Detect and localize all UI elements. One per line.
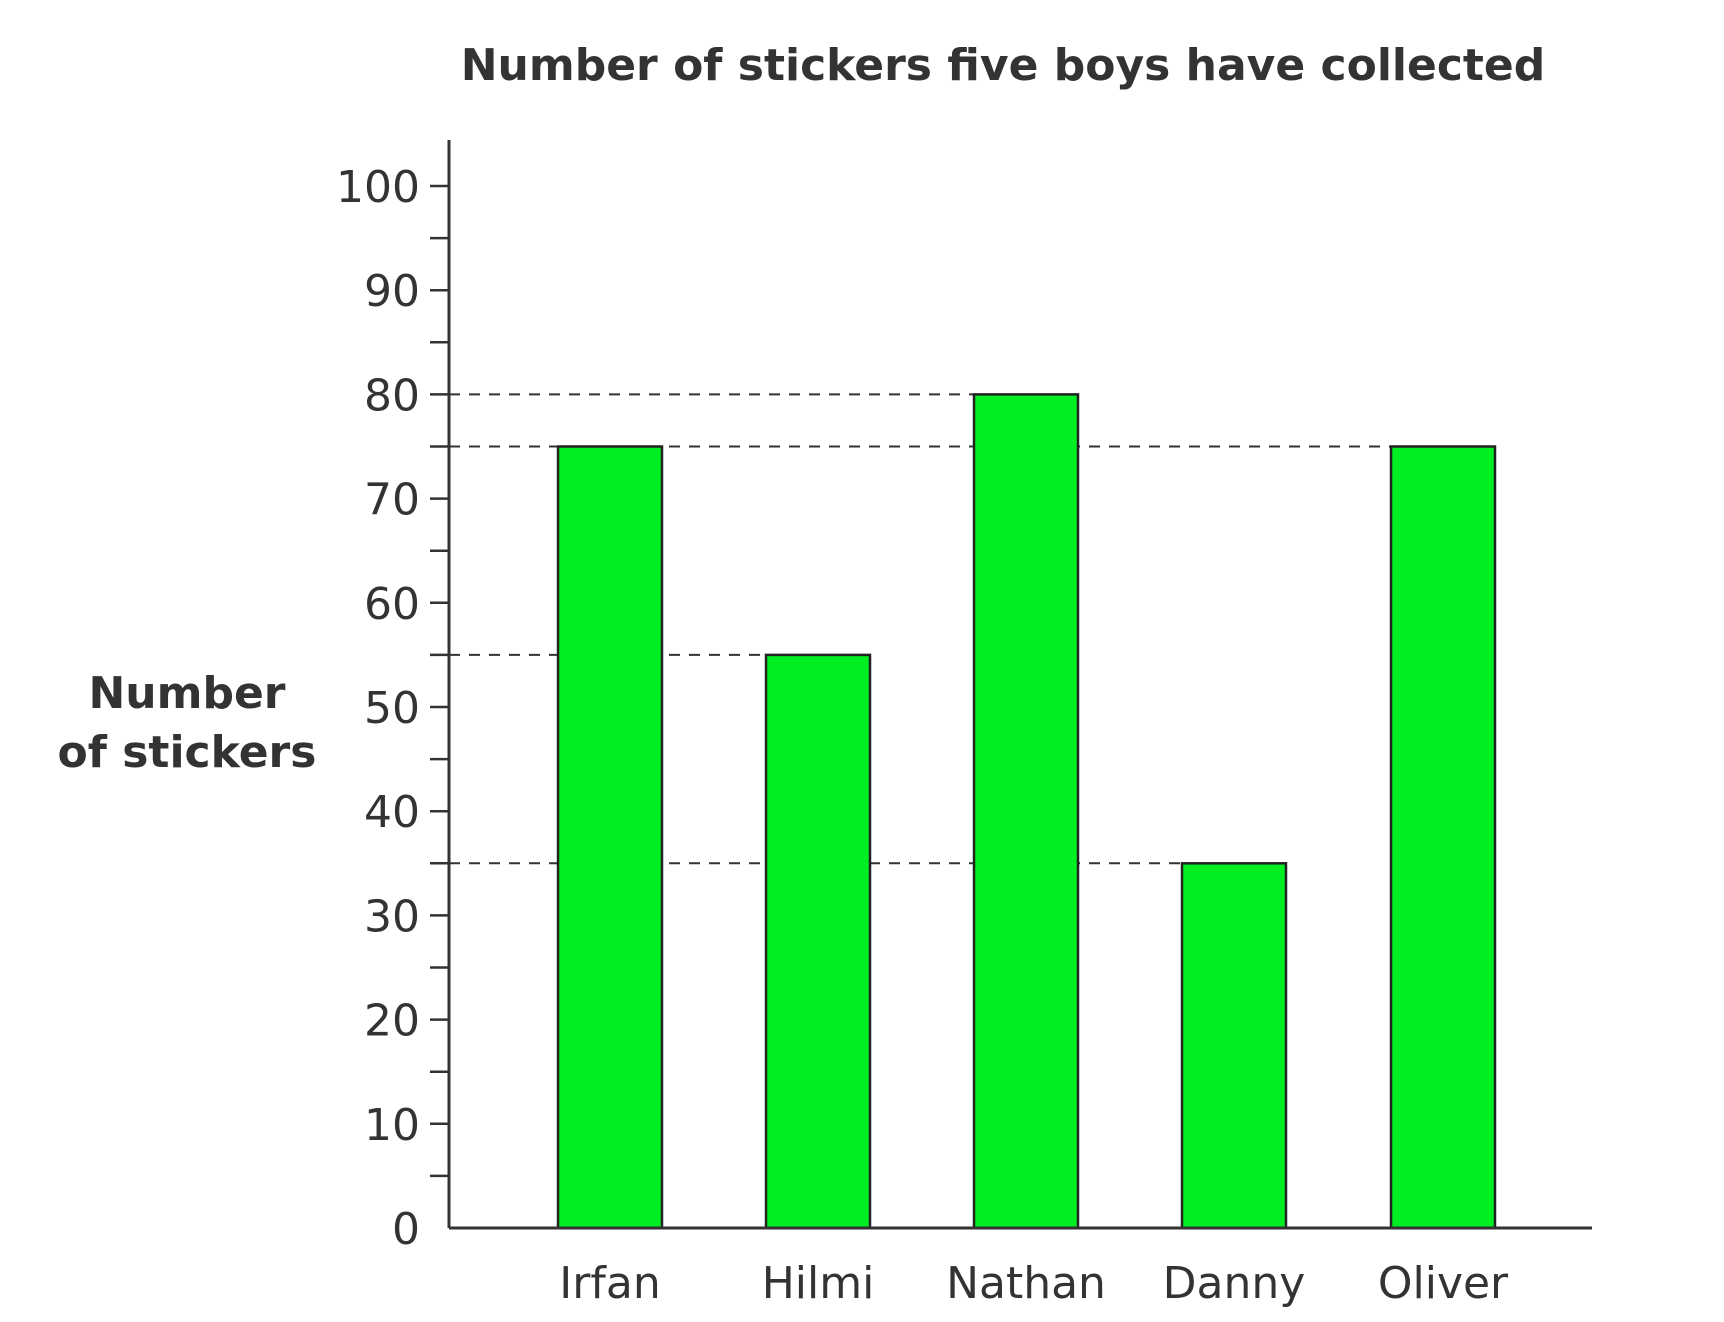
- bar-danny: [1180, 862, 1288, 1230]
- x-category-label-nathan: Nathan: [946, 1258, 1106, 1309]
- y-axis-ticks: 0 10 20 30 40 50 60 70 80 90 100: [336, 162, 449, 1255]
- y-axis-label-line-2: of stickers: [58, 727, 317, 778]
- x-category-label-hilmi: Hilmi: [762, 1258, 875, 1309]
- x-category-label-oliver: Oliver: [1378, 1258, 1509, 1309]
- x-axis-categories: Irfan Hilmi Nathan Danny Oliver: [559, 1258, 1509, 1309]
- bar-irfan: [556, 445, 664, 1230]
- y-tick-label-80: 80: [364, 370, 420, 421]
- y-tick-label-30: 30: [364, 891, 420, 942]
- x-category-label-irfan: Irfan: [559, 1258, 660, 1309]
- y-tick-label-40: 40: [364, 787, 420, 838]
- y-tick-label-20: 20: [364, 996, 420, 1047]
- y-axis-label-line-1: Number: [88, 668, 285, 719]
- y-tick-label-0: 0: [392, 1204, 420, 1255]
- y-tick-label-10: 10: [364, 1100, 420, 1151]
- y-tick-label-50: 50: [364, 683, 420, 734]
- bar-oliver: [1389, 445, 1497, 1230]
- bar-nathan: [972, 393, 1080, 1230]
- y-tick-label-60: 60: [364, 579, 420, 630]
- y-tick-label-90: 90: [364, 266, 420, 317]
- chart-title: Number of stickers five boys have collec…: [461, 40, 1546, 91]
- x-category-label-danny: Danny: [1163, 1258, 1306, 1309]
- bars: [556, 393, 1497, 1230]
- bar-hilmi: [764, 653, 872, 1230]
- y-tick-label-70: 70: [364, 475, 420, 526]
- y-tick-label-100: 100: [336, 162, 420, 213]
